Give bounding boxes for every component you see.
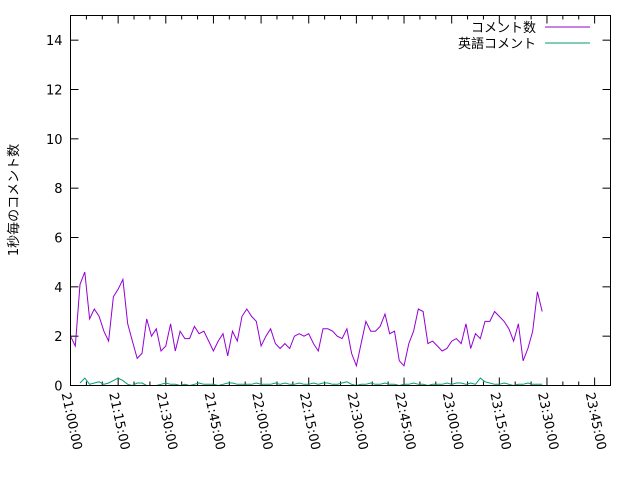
y-tick-label: 14 — [46, 34, 63, 49]
legend-label: 英語コメント — [458, 36, 536, 52]
plot-border — [70, 15, 611, 386]
x-tick-label: 22:45:00 — [391, 391, 418, 451]
y-axis-label: 1秒毎のコメント数 — [6, 144, 22, 256]
x-tick-label: 23:45:00 — [582, 391, 609, 451]
y-tick-label: 0 — [54, 380, 62, 395]
x-tick-label: 22:30:00 — [343, 391, 370, 451]
x-tick-label: 22:15:00 — [296, 391, 323, 451]
y-tick-label: 10 — [46, 133, 63, 148]
y-tick-label: 2 — [54, 330, 62, 345]
x-tick-label: 21:00:00 — [58, 391, 85, 451]
x-tick-label: 21:15:00 — [105, 391, 132, 451]
x-tick-label: 21:30:00 — [153, 391, 180, 451]
x-tick-label: 22:00:00 — [248, 391, 275, 451]
y-tick-label: 8 — [54, 182, 62, 197]
x-tick-label: 21:45:00 — [201, 391, 228, 451]
legend-label: コメント数 — [471, 21, 536, 36]
x-tick-label: 23:15:00 — [486, 391, 513, 451]
series-line-0 — [70, 271, 543, 368]
x-tick-label: 23:00:00 — [439, 391, 466, 451]
y-tick-label: 4 — [54, 281, 62, 296]
y-tick-label: 12 — [46, 84, 63, 99]
x-tick-label: 23:30:00 — [534, 391, 561, 451]
y-tick-label: 6 — [54, 232, 62, 247]
series-line-1 — [79, 377, 543, 387]
